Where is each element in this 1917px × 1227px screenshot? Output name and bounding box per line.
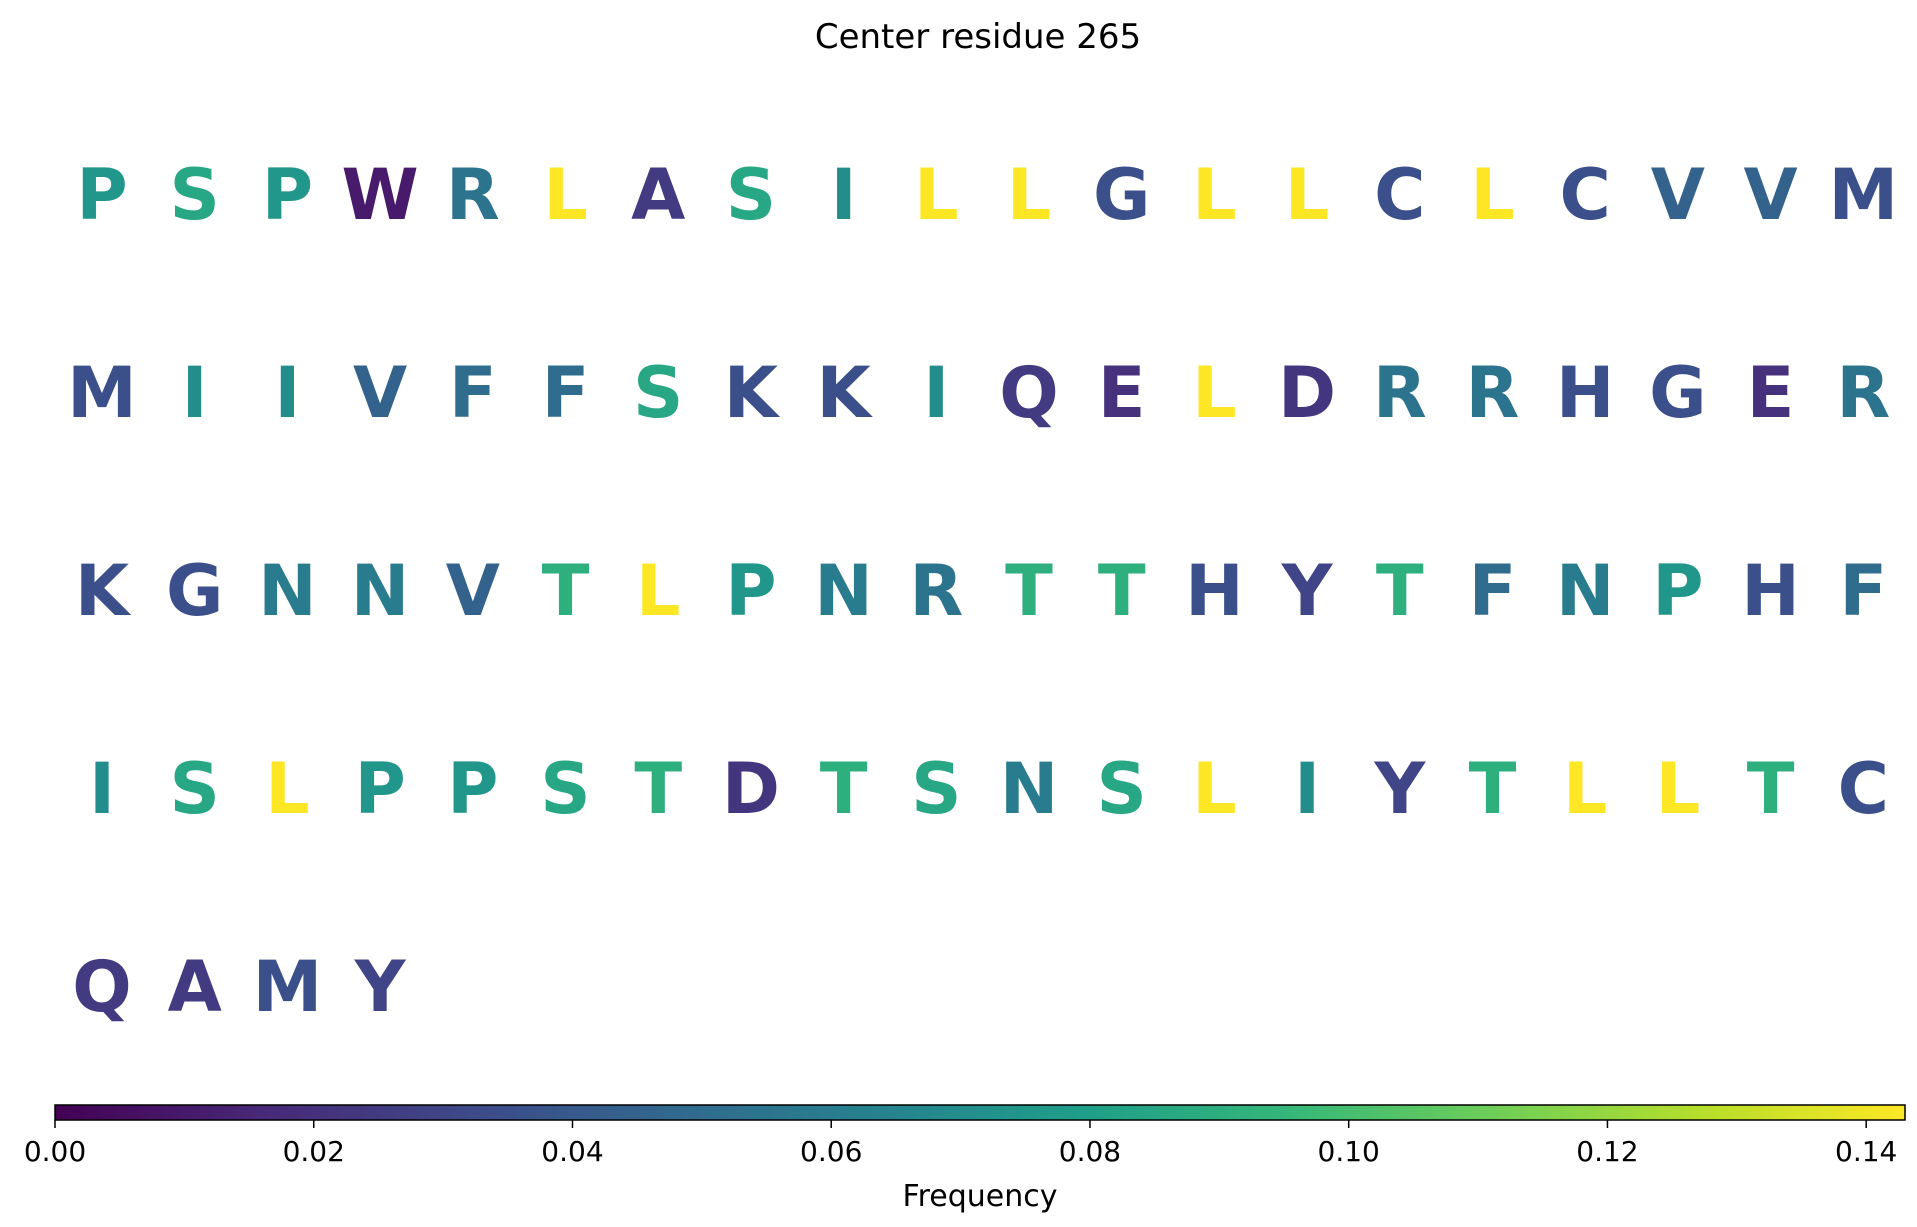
residue-letter: Y bbox=[354, 946, 407, 1028]
residue-letter: N bbox=[1000, 748, 1059, 830]
residue-letter: C bbox=[1374, 154, 1425, 236]
residue-letter: L bbox=[636, 550, 681, 632]
colorbar-label: Frequency bbox=[903, 1179, 1058, 1214]
residue-letter: S bbox=[169, 154, 219, 236]
residue-letter: L bbox=[1192, 352, 1237, 434]
residue-letter: P bbox=[76, 154, 127, 236]
colorbar-tick-label: 0.00 bbox=[24, 1135, 86, 1168]
residue-letter: S bbox=[540, 748, 590, 830]
residue-letter: I bbox=[274, 352, 300, 434]
residue-letter: I bbox=[89, 748, 115, 830]
residue-letter: L bbox=[1656, 748, 1701, 830]
colorbar-tick-label: 0.04 bbox=[541, 1135, 603, 1168]
residue-letter: C bbox=[1838, 748, 1889, 830]
residue-letter: T bbox=[1376, 550, 1424, 632]
residue-letter: L bbox=[914, 154, 959, 236]
residue-letter: F bbox=[449, 352, 497, 434]
colorbar-gradient bbox=[54, 1104, 1906, 1121]
colorbar-tick-label: 0.08 bbox=[1059, 1135, 1121, 1168]
residue-letter: C bbox=[1560, 154, 1611, 236]
residue-letter: F bbox=[1839, 550, 1887, 632]
colorbar-tick-label: 0.14 bbox=[1835, 1135, 1897, 1168]
residue-letter: S bbox=[911, 748, 961, 830]
residue-letter: G bbox=[1649, 352, 1706, 434]
residue-letter: H bbox=[1556, 352, 1615, 434]
chart-title: Center residue 265 bbox=[815, 17, 1141, 57]
residue-letter: L bbox=[543, 154, 588, 236]
residue-letter: K bbox=[75, 550, 132, 632]
residue-letter: G bbox=[166, 550, 223, 632]
colorbar-tick-label: 0.06 bbox=[800, 1135, 862, 1168]
residue-letter: S bbox=[726, 154, 776, 236]
residue-letter: V bbox=[353, 352, 407, 434]
residue-letter: T bbox=[820, 748, 868, 830]
residue-letter: L bbox=[1192, 748, 1237, 830]
residue-letter: R bbox=[1466, 352, 1520, 434]
residue-letter: K bbox=[816, 352, 873, 434]
residue-letter: A bbox=[168, 946, 222, 1028]
residue-letter: L bbox=[1563, 748, 1608, 830]
residue-letter: I bbox=[1294, 748, 1320, 830]
colorbar-tick-label: 0.10 bbox=[1318, 1135, 1380, 1168]
colorbar: 0.00 0.02 0.04 0.06 0.08 0.10 0.12 0.14 Frequen… bbox=[24, 1104, 1906, 1214]
residue-letter: M bbox=[1828, 154, 1898, 236]
residue-letter: T bbox=[542, 550, 590, 632]
residue-letter: R bbox=[909, 550, 963, 632]
residue-letter: M bbox=[253, 946, 323, 1028]
residue-letter: P bbox=[354, 748, 405, 830]
residue-letter: T bbox=[1469, 748, 1517, 830]
residue-letter: P bbox=[447, 748, 498, 830]
residue-letter: V bbox=[1651, 154, 1705, 236]
residue-letter: T bbox=[634, 748, 682, 830]
residue-letter: D bbox=[722, 748, 780, 830]
residue-grid: P S P W R L A S I L L G L L C L C V V MM I I V F F S K K I Q E L D R R H G E R… bbox=[67, 154, 1898, 1028]
residue-letter: M bbox=[67, 352, 137, 434]
residue-letter: R bbox=[446, 154, 500, 236]
residue-letter: F bbox=[1469, 550, 1517, 632]
residue-letter: N bbox=[1556, 550, 1615, 632]
residue-letter: N bbox=[351, 550, 410, 632]
residue-letter: Y bbox=[1281, 550, 1334, 632]
residue-letter: N bbox=[258, 550, 317, 632]
residue-letter: P bbox=[262, 154, 313, 236]
residue-letter: R bbox=[1836, 352, 1890, 434]
residue-letter: L bbox=[1007, 154, 1052, 236]
residue-letter: S bbox=[169, 748, 219, 830]
colorbar-ticks: 0.00 0.02 0.04 0.06 0.08 0.10 0.12 0.14 bbox=[24, 1120, 1897, 1168]
residue-letter: L bbox=[1470, 154, 1515, 236]
colorbar-tick-label: 0.02 bbox=[283, 1135, 345, 1168]
residue-letter: F bbox=[542, 352, 590, 434]
residue-letter: V bbox=[446, 550, 500, 632]
residue-letter: K bbox=[724, 352, 781, 434]
residue-letter: G bbox=[1093, 154, 1150, 236]
residue-letter: S bbox=[1096, 748, 1146, 830]
residue-letter: I bbox=[831, 154, 857, 236]
colorbar-tick-label: 0.12 bbox=[1576, 1135, 1638, 1168]
residue-letter: T bbox=[1005, 550, 1053, 632]
residue-letter: L bbox=[265, 748, 310, 830]
residue-letter: S bbox=[633, 352, 683, 434]
residue-letter: L bbox=[1192, 154, 1237, 236]
residue-letter: Q bbox=[72, 946, 132, 1028]
residue-letter: R bbox=[1373, 352, 1427, 434]
residue-letter: Y bbox=[1373, 748, 1426, 830]
residue-letter: T bbox=[1098, 550, 1146, 632]
residue-letter: I bbox=[182, 352, 208, 434]
residue-letter: V bbox=[1744, 154, 1798, 236]
residue-letter: N bbox=[814, 550, 873, 632]
residue-letter: P bbox=[1652, 550, 1703, 632]
residue-letter: H bbox=[1185, 550, 1244, 632]
residue-letter: E bbox=[1098, 352, 1146, 434]
residue-letter: L bbox=[1285, 154, 1330, 236]
residue-letter: A bbox=[631, 154, 685, 236]
residue-letter: P bbox=[725, 550, 776, 632]
residue-letter: W bbox=[341, 154, 418, 236]
residue-letter: T bbox=[1747, 748, 1795, 830]
residue-letter: I bbox=[923, 352, 949, 434]
residue-letter: E bbox=[1747, 352, 1795, 434]
residue-letter: Q bbox=[999, 352, 1059, 434]
residue-letter: D bbox=[1278, 352, 1336, 434]
residue-letter: H bbox=[1741, 550, 1800, 632]
